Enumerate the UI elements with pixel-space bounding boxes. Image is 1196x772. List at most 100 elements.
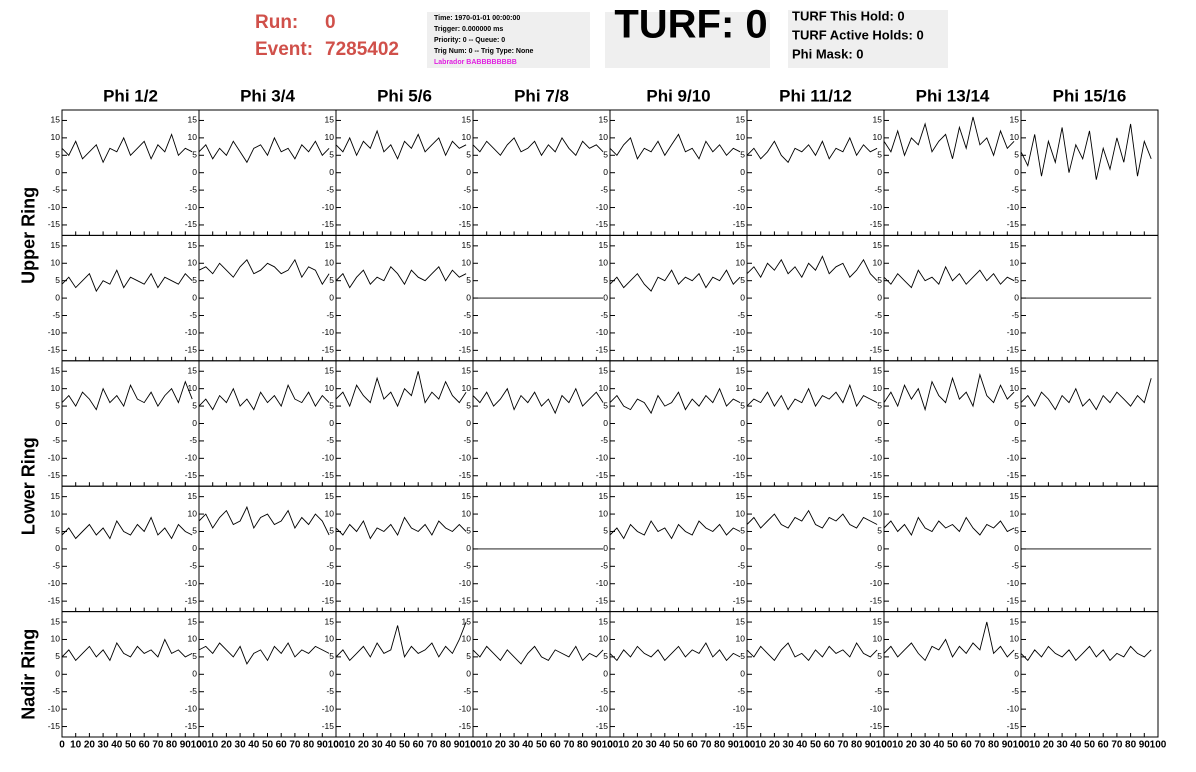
x-tick-label: 50 — [536, 740, 548, 751]
x-tick-label: 100 — [739, 740, 756, 751]
panel-frame — [61, 234, 200, 362]
x-tick-label: 40 — [111, 740, 123, 751]
y-tick-label: 5 — [1014, 150, 1019, 160]
x-tick-label: 40 — [385, 740, 397, 751]
x-tick-label: 20 — [1043, 740, 1055, 751]
waveform — [1020, 123, 1152, 180]
y-tick-label: 0 — [466, 418, 471, 428]
x-tick-label: 50 — [262, 740, 274, 751]
y-tick-label: 15 — [736, 240, 746, 250]
waveform — [1020, 645, 1152, 662]
y-tick-label: 15 — [873, 115, 883, 125]
x-tick-label: 70 — [974, 740, 986, 751]
waveform — [746, 255, 878, 282]
y-tick-label: 5 — [55, 150, 60, 160]
y-tick-label: -5 — [463, 310, 471, 320]
y-tick-label: 10 — [462, 383, 472, 393]
y-tick-label: -5 — [600, 561, 608, 571]
y-tick-label: -5 — [737, 686, 745, 696]
x-tick-label: 90 — [317, 740, 329, 751]
y-tick-label: 10 — [736, 508, 746, 518]
y-tick-label: -5 — [52, 310, 60, 320]
y-tick-label: -10 — [1007, 578, 1020, 588]
y-tick-label: 5 — [329, 651, 334, 661]
panel-frame — [883, 109, 1022, 236]
y-tick-label: -15 — [459, 595, 472, 605]
y-tick-label: 5 — [740, 150, 745, 160]
y-tick-label: 10 — [325, 258, 335, 268]
y-tick-label: 0 — [192, 669, 197, 679]
x-tick-label: 0 — [881, 740, 887, 751]
panel-frame — [746, 360, 885, 487]
x-tick-label: 60 — [139, 740, 151, 751]
y-tick-label: 0 — [603, 543, 608, 553]
x-tick-label: 70 — [289, 740, 301, 751]
x-tick-label: 70 — [426, 740, 438, 751]
y-tick-label: -10 — [870, 578, 883, 588]
y-tick-label: -15 — [459, 345, 472, 355]
y-tick-label: 5 — [877, 150, 882, 160]
y-tick-label: 10 — [325, 634, 335, 644]
y-tick-label: 10 — [325, 383, 335, 393]
x-tick-label: 90 — [1139, 740, 1151, 751]
y-tick-label: 0 — [603, 669, 608, 679]
waveform — [883, 265, 1015, 289]
y-tick-label: 5 — [192, 526, 197, 536]
y-tick-label: 5 — [603, 651, 608, 661]
y-tick-label: 0 — [603, 292, 608, 302]
y-tick-label: 15 — [1010, 366, 1020, 376]
y-tick-label: -5 — [463, 561, 471, 571]
y-tick-label: 0 — [192, 418, 197, 428]
y-tick-label: 5 — [1014, 400, 1019, 410]
panel-frame — [883, 485, 1022, 613]
y-tick-label: 0 — [329, 418, 334, 428]
y-tick-label: 0 — [1014, 418, 1019, 428]
waveform — [609, 133, 741, 160]
panel-frame — [61, 109, 200, 236]
y-tick-label: 5 — [740, 526, 745, 536]
y-tick-label: 10 — [599, 634, 609, 644]
y-tick-label: -5 — [189, 561, 197, 571]
y-tick-label: -5 — [600, 310, 608, 320]
y-tick-label: 10 — [1010, 634, 1020, 644]
x-tick-label: 10 — [755, 740, 767, 751]
y-tick-label: -15 — [596, 721, 609, 731]
x-tick-label: 70 — [1111, 740, 1123, 751]
y-tick-label: 10 — [1010, 132, 1020, 142]
x-tick-label: 40 — [1070, 740, 1082, 751]
turf-box — [605, 12, 770, 68]
waveform — [472, 136, 604, 157]
y-tick-label: -5 — [189, 435, 197, 445]
x-tick-label: 10 — [344, 740, 356, 751]
y-tick-label: 10 — [736, 634, 746, 644]
y-tick-label: 5 — [55, 400, 60, 410]
y-tick-label: 5 — [877, 275, 882, 285]
y-tick-label: -5 — [600, 184, 608, 194]
y-tick-label: 15 — [873, 240, 883, 250]
x-tick-label: 50 — [399, 740, 411, 751]
y-tick-label: 0 — [192, 292, 197, 302]
x-tick-label: 40 — [796, 740, 808, 751]
x-tick-label: 40 — [933, 740, 945, 751]
y-tick-label: -15 — [322, 470, 335, 480]
panel-frame — [746, 611, 885, 738]
x-tick-label: 60 — [276, 740, 288, 751]
y-tick-label: 15 — [188, 115, 198, 125]
info-line: Time: 1970-01-01 00:00:00 — [434, 15, 520, 22]
y-tick-label: 5 — [603, 275, 608, 285]
x-tick-label: 30 — [372, 740, 384, 751]
y-tick-label: -15 — [48, 721, 61, 731]
x-tick-label: 80 — [440, 740, 452, 751]
panel-frame — [335, 234, 474, 362]
run-number: 0 — [325, 12, 336, 33]
y-tick-label: 0 — [603, 167, 608, 177]
waveform — [883, 116, 1015, 159]
x-tick-label: 50 — [947, 740, 959, 751]
y-tick-label: -5 — [326, 686, 334, 696]
y-tick-label: -10 — [1007, 202, 1020, 212]
waveform — [746, 136, 878, 164]
y-tick-label: 5 — [55, 526, 60, 536]
x-tick-label: 90 — [865, 740, 877, 751]
y-tick-label: 15 — [51, 491, 61, 501]
y-tick-label: -15 — [185, 595, 198, 605]
